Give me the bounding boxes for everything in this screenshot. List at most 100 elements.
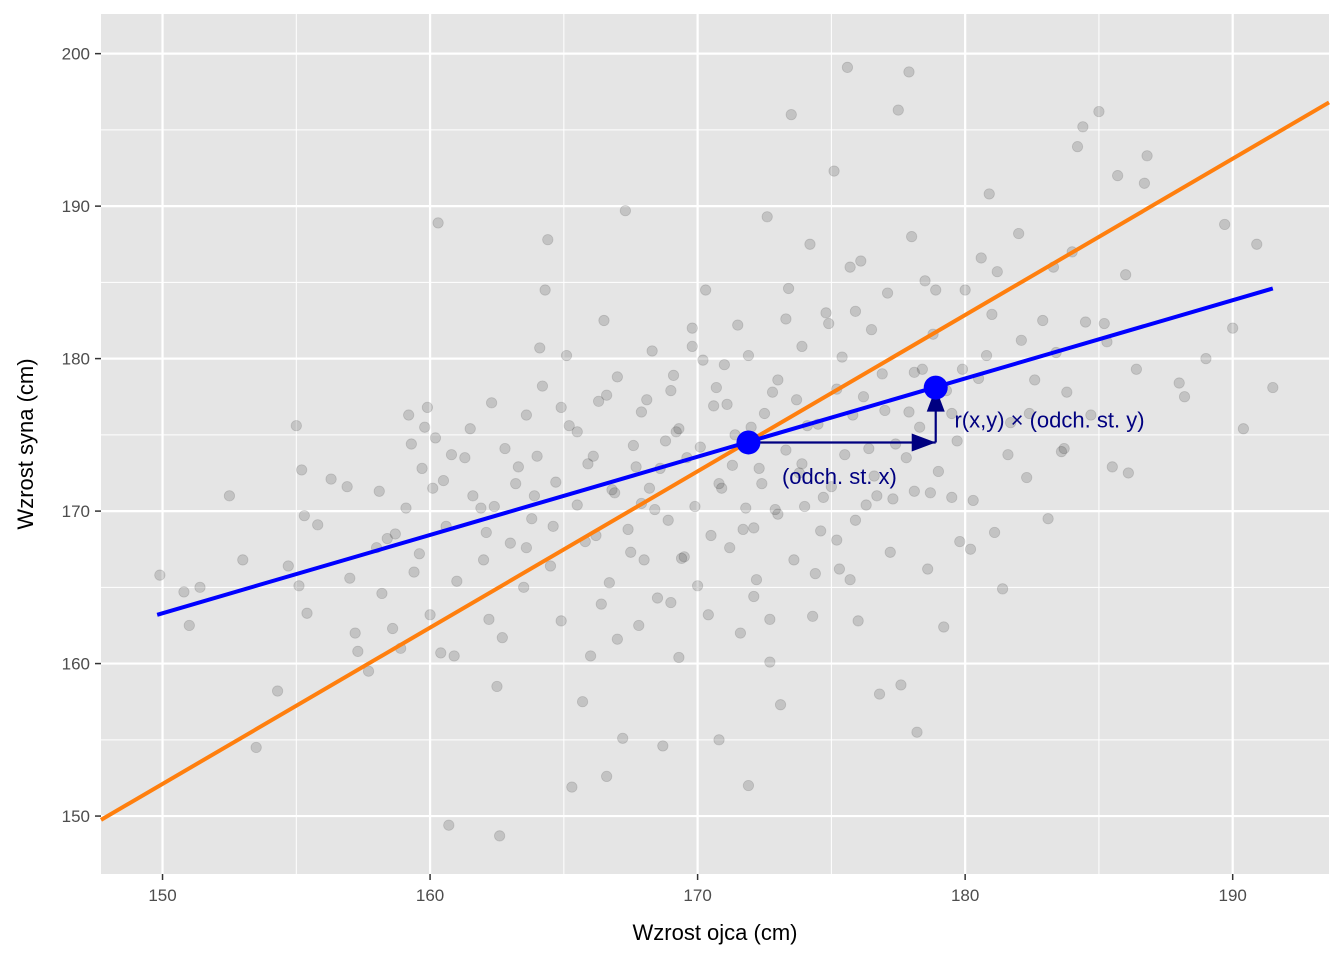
- regression-line: [156, 286, 1274, 617]
- data-point: [692, 580, 704, 592]
- data-points: [154, 61, 1279, 842]
- data-point: [617, 732, 629, 744]
- data-point: [437, 474, 450, 487]
- data-point: [702, 609, 714, 621]
- data-point: [1061, 386, 1073, 398]
- data-point: [686, 322, 698, 334]
- data-point: [1013, 227, 1025, 240]
- data-point: [967, 494, 979, 507]
- data-point: [293, 580, 305, 592]
- data-point: [376, 587, 388, 600]
- data-point: [700, 284, 712, 296]
- data-point: [930, 284, 942, 296]
- data-point: [526, 513, 538, 525]
- data-point: [919, 275, 931, 287]
- x-tick-label: 170: [683, 886, 711, 905]
- data-point: [643, 482, 656, 494]
- data-point: [432, 217, 444, 229]
- data-point: [766, 386, 779, 398]
- data-point: [954, 535, 966, 548]
- data-point: [429, 432, 442, 444]
- data-point: [496, 632, 508, 644]
- data-point: [975, 252, 987, 264]
- data-point: [619, 205, 631, 217]
- data-point: [804, 238, 816, 250]
- data-point: [946, 491, 958, 503]
- data-point: [183, 619, 195, 632]
- data-point: [790, 394, 803, 406]
- data-point: [459, 452, 471, 464]
- data-point: [413, 548, 425, 560]
- data-point: [282, 560, 294, 572]
- data-point: [1130, 363, 1142, 375]
- data-point: [387, 622, 399, 635]
- y-tick-label: 200: [62, 45, 90, 64]
- data-point: [435, 647, 447, 659]
- data-point: [373, 485, 385, 497]
- data-point: [609, 487, 621, 499]
- data-point: [785, 109, 797, 121]
- data-point: [598, 314, 610, 327]
- data-point: [445, 449, 458, 461]
- data-point: [1267, 381, 1279, 394]
- highlight-point: [736, 430, 761, 455]
- data-point: [312, 519, 324, 531]
- data-point: [544, 560, 557, 572]
- data-point: [571, 499, 583, 511]
- data-point: [667, 369, 680, 381]
- data-point: [1037, 314, 1049, 327]
- data-point: [697, 354, 709, 366]
- data-point: [748, 590, 760, 603]
- data-point: [1058, 442, 1070, 455]
- data-point: [593, 395, 605, 407]
- data-point: [782, 282, 795, 295]
- data-point: [863, 442, 875, 455]
- data-point: [582, 458, 594, 470]
- data-point: [1071, 141, 1084, 153]
- data-point: [657, 740, 669, 752]
- data-point: [651, 592, 664, 604]
- data-point: [649, 503, 661, 516]
- data-point: [595, 598, 607, 610]
- annotations: (odch. st. x) r(x,y) × (odch. st. y): [782, 408, 1145, 489]
- data-point: [659, 435, 672, 447]
- data-point: [868, 470, 880, 482]
- data-point: [1227, 322, 1239, 334]
- data-point: [154, 569, 166, 581]
- data-point: [641, 394, 653, 406]
- data-point: [823, 317, 835, 330]
- data-point: [753, 462, 765, 474]
- data-point: [630, 461, 642, 473]
- data-point: [849, 514, 862, 526]
- data-point: [748, 522, 760, 534]
- data-point: [603, 577, 615, 589]
- data-point: [405, 438, 417, 450]
- data-point: [689, 500, 701, 513]
- data-point: [178, 586, 190, 598]
- trend-lines: [99, 100, 1331, 822]
- x-axis-title: Wzrost ojca (cm): [633, 920, 798, 945]
- data-point: [494, 830, 506, 842]
- data-point: [611, 633, 623, 645]
- data-point: [718, 359, 730, 371]
- data-point: [1112, 170, 1124, 182]
- data-point: [742, 349, 755, 362]
- data-point: [799, 500, 811, 513]
- data-point: [772, 508, 784, 520]
- data-point: [713, 478, 725, 490]
- data-point: [678, 551, 690, 563]
- data-point: [734, 627, 747, 639]
- data-point: [710, 381, 722, 394]
- data-point: [1093, 105, 1105, 118]
- data-point: [421, 401, 433, 414]
- data-point: [879, 404, 891, 417]
- data-point: [1077, 121, 1089, 133]
- annotation-label: (odch. st. x): [782, 464, 897, 489]
- data-point: [809, 568, 821, 580]
- data-point: [772, 374, 784, 386]
- data-point: [860, 499, 872, 511]
- x-axis: 150 160 170 180 190: [148, 874, 1247, 905]
- data-point: [906, 231, 918, 243]
- data-point: [716, 482, 728, 494]
- data-point: [881, 287, 894, 299]
